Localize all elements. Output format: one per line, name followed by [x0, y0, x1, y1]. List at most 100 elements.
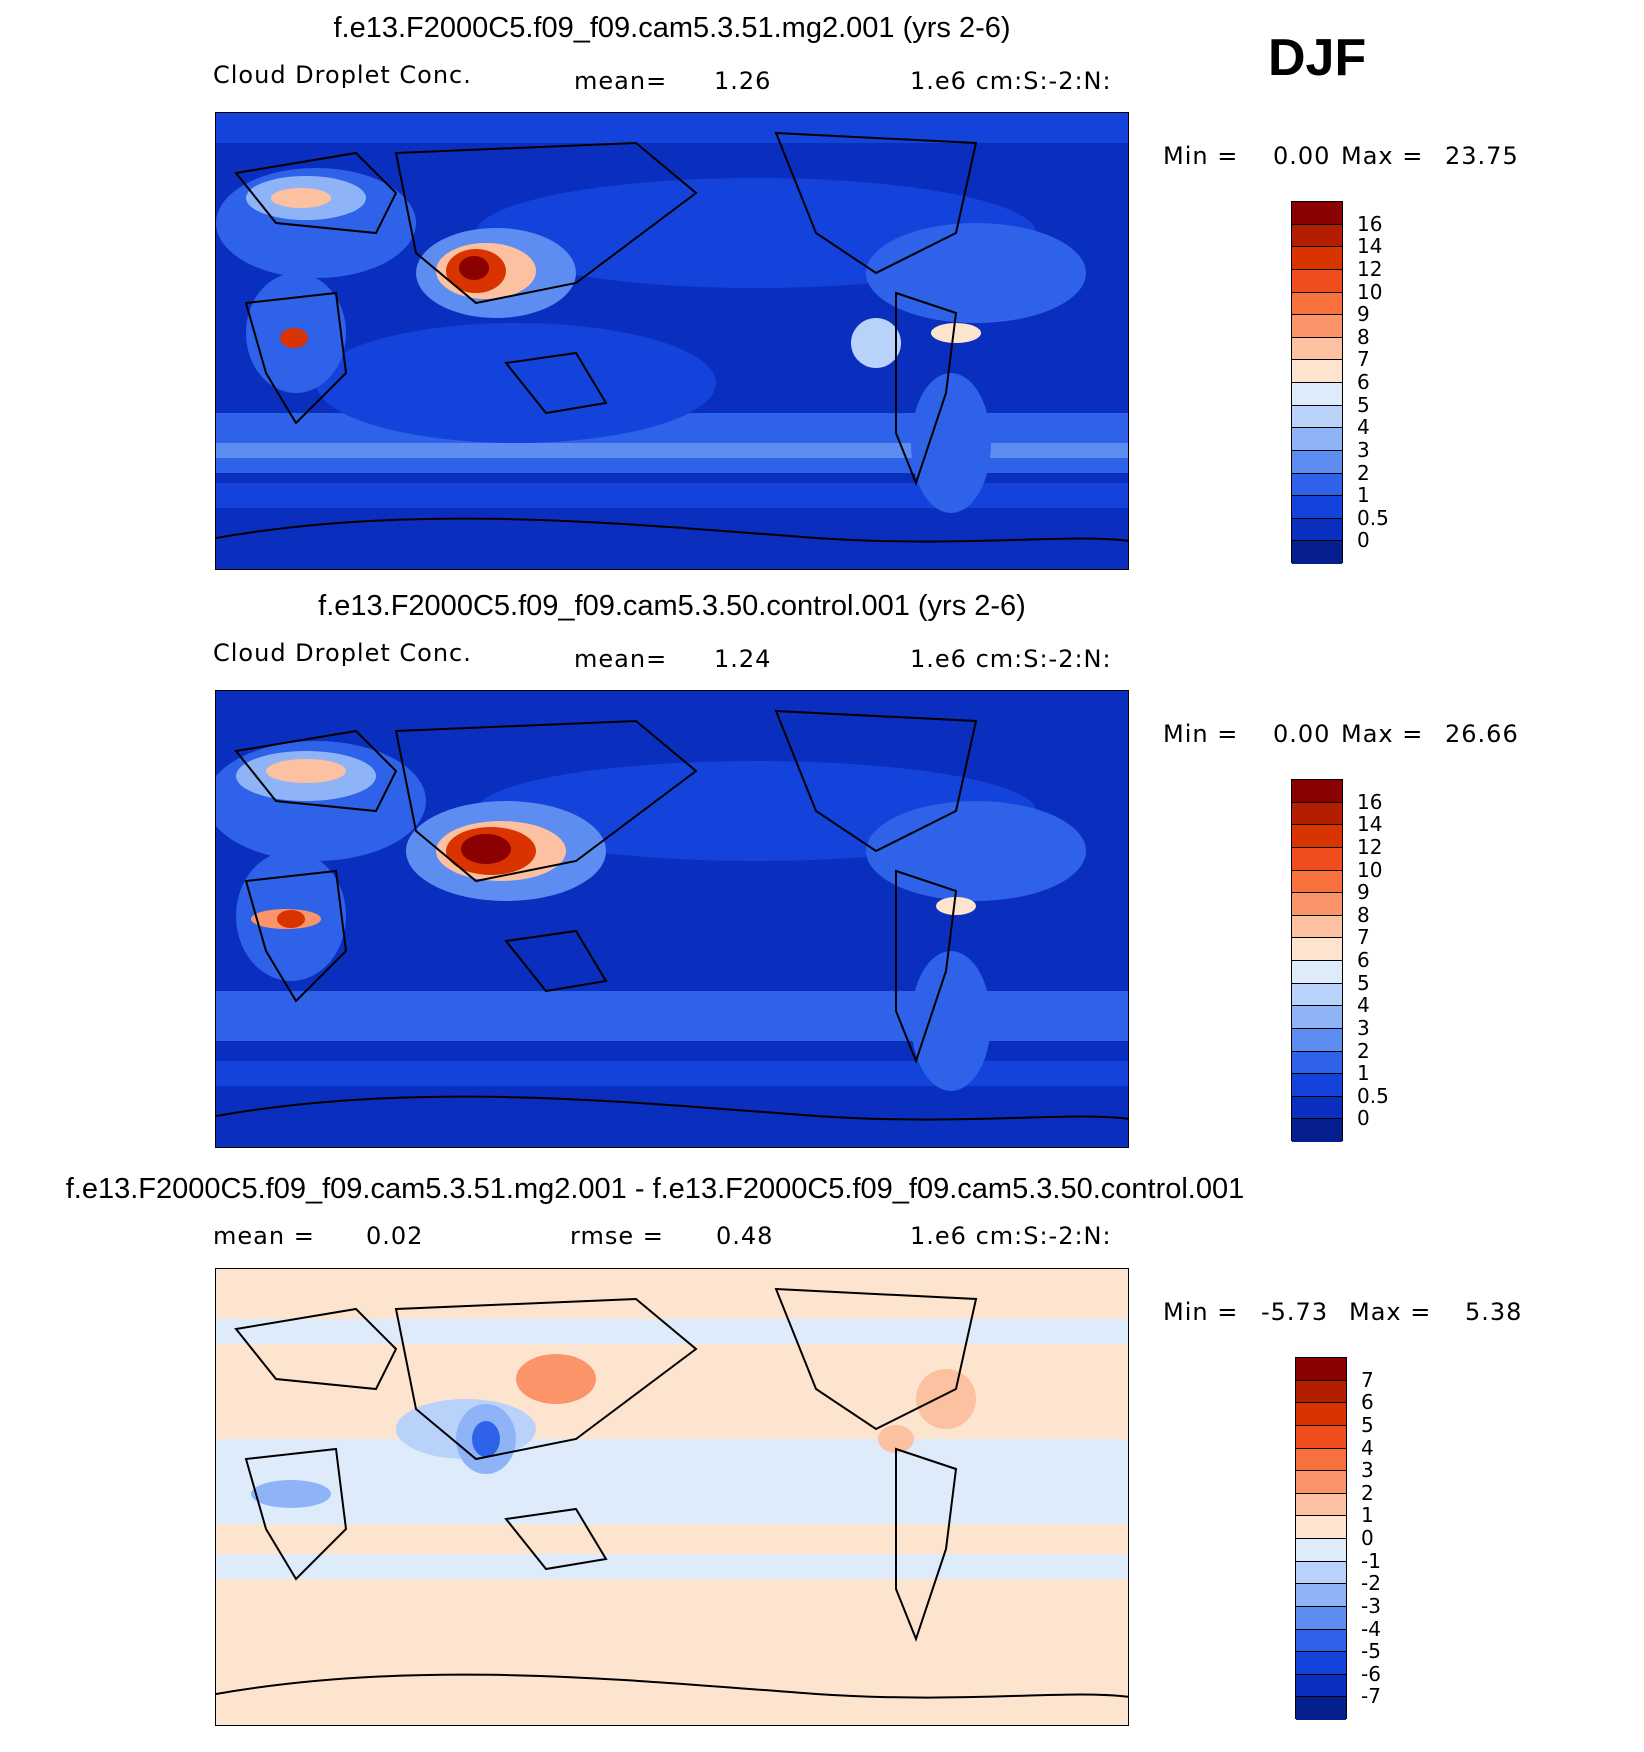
colorbar-level-label: 2	[1361, 1480, 1374, 1505]
colorbar-level-label: 14	[1357, 234, 1383, 259]
colorbar-segment	[1296, 1539, 1346, 1562]
colorbar-level-label: -6	[1361, 1661, 1381, 1686]
colorbar-level-label: 5	[1361, 1412, 1374, 1437]
colorbar	[1295, 1357, 1347, 1720]
colorbar-segment	[1292, 405, 1342, 429]
colorbar-level-label: 3	[1357, 1015, 1370, 1040]
colorbar-level-label: 14	[1357, 812, 1383, 837]
colorbar-level-label: -2	[1361, 1571, 1381, 1596]
colorbar-segment	[1292, 1119, 1342, 1142]
colorbar-level-label: 1	[1357, 483, 1370, 508]
colorbar-segment	[1292, 1006, 1342, 1029]
colorbar-level-label: 12	[1357, 256, 1383, 281]
colorbar-segment	[1292, 315, 1342, 338]
colorbar-segment	[1292, 1074, 1342, 1097]
colorbar-level-label: 5	[1357, 392, 1370, 417]
min-label: Min =	[1163, 720, 1239, 748]
season-label: DJF	[1268, 29, 1367, 87]
colorbar-level-label: 1	[1361, 1503, 1374, 1528]
colorbar-segment	[1296, 1674, 1346, 1698]
colorbar-segment	[1296, 1380, 1346, 1404]
colorbar-segment	[1292, 473, 1342, 497]
colorbar-segment	[1292, 1051, 1342, 1075]
colorbar-segment	[1292, 450, 1342, 474]
colorbar-level-label: 2	[1357, 1038, 1370, 1063]
rmse-value: 0.48	[716, 1222, 774, 1250]
colorbar-segment	[1296, 1697, 1346, 1720]
colorbar-segment	[1292, 518, 1342, 542]
colorbar-level-label: 10	[1357, 279, 1383, 304]
colorbar-level-label: 9	[1357, 880, 1370, 905]
max-value: 5.38	[1465, 1298, 1523, 1326]
colorbar-segment	[1296, 1425, 1346, 1449]
colorbar-level-label: -1	[1361, 1548, 1381, 1573]
colorbar-segment	[1296, 1403, 1346, 1426]
colorbar-level-label: 4	[1361, 1435, 1374, 1460]
colorbar-segment	[1296, 1584, 1346, 1607]
colorbar-level-label: 0.5	[1357, 1083, 1389, 1108]
colorbar-segment	[1292, 825, 1342, 848]
colorbar-level-label: -5	[1361, 1639, 1381, 1664]
colorbar-segment	[1292, 496, 1342, 519]
colorbar-segment	[1292, 292, 1342, 316]
colorbar-level-label: -4	[1361, 1616, 1381, 1641]
mean-label: mean =	[213, 1222, 315, 1250]
colorbar-level-label: 2	[1357, 460, 1370, 485]
colorbar-segment	[1292, 337, 1342, 361]
colorbar-segment	[1292, 224, 1342, 248]
colorbar-segment	[1296, 1516, 1346, 1539]
max-label: Max =	[1341, 720, 1424, 748]
colorbar-segment	[1292, 802, 1342, 826]
colorbar-segment	[1292, 247, 1342, 270]
colorbar-level-label: 16	[1357, 789, 1383, 814]
colorbar-level-label: 4	[1357, 993, 1370, 1018]
colorbar-level-label: 10	[1357, 857, 1383, 882]
max-value: 23.75	[1445, 142, 1519, 170]
colorbar-level-label: 0	[1357, 528, 1370, 553]
colorbar-level-label: -7	[1361, 1684, 1381, 1709]
min-label: Min =	[1163, 142, 1239, 170]
colorbar-level-label: 0	[1361, 1526, 1374, 1550]
colorbar-segment	[1296, 1448, 1346, 1472]
colorbar-segment	[1292, 870, 1342, 894]
colorbar-level-label: 7	[1357, 347, 1370, 372]
colorbar-segment	[1292, 1096, 1342, 1120]
colorbar-level-label: 4	[1357, 415, 1370, 440]
colorbar	[1291, 201, 1343, 564]
colorbar-level-label: 6	[1361, 1390, 1374, 1415]
map-difference	[215, 1268, 1129, 1726]
colorbar-segment	[1292, 847, 1342, 871]
mean-label: mean=	[574, 67, 668, 95]
colorbar-segment	[1296, 1358, 1346, 1381]
colorbar-segment	[1296, 1493, 1346, 1517]
panel-title: f.e13.F2000C5.f09_f09.cam5.3.50.control.…	[318, 590, 1026, 622]
mean-value: 1.26	[714, 67, 772, 95]
colorbar-level-label: 12	[1357, 834, 1383, 859]
mean-label: mean=	[574, 645, 668, 673]
max-label: Max =	[1341, 142, 1424, 170]
colorbar-level-label: 8	[1357, 902, 1370, 927]
colorbar-segment	[1296, 1652, 1346, 1675]
colorbar-segment	[1296, 1629, 1346, 1653]
colorbar-level-label: 1	[1357, 1061, 1370, 1086]
colorbar-level-label: -3	[1361, 1593, 1381, 1618]
colorbar	[1291, 779, 1343, 1142]
colorbar-level-label: 6	[1357, 370, 1370, 394]
colorbar-level-label: 3	[1357, 437, 1370, 462]
units-label: 1.e6 cm:S:-2:N:	[910, 645, 1112, 673]
colorbar-segment	[1292, 541, 1342, 564]
colorbar-segment	[1292, 360, 1342, 383]
colorbar-segment	[1292, 1028, 1342, 1052]
colorbar-level-label: 3	[1361, 1458, 1374, 1483]
colorbar-level-label: 0	[1357, 1106, 1370, 1131]
colorbar-segment	[1292, 938, 1342, 961]
colorbar-segment	[1292, 269, 1342, 293]
colorbar-level-label: 9	[1357, 302, 1370, 327]
colorbar-level-label: 6	[1357, 948, 1370, 972]
max-label: Max =	[1349, 1298, 1432, 1326]
colorbar-level-label: 8	[1357, 324, 1370, 349]
colorbar-segment	[1292, 428, 1342, 451]
map-control	[215, 690, 1129, 1148]
colorbar-level-label: 7	[1357, 925, 1370, 950]
colorbar-segment	[1292, 915, 1342, 939]
